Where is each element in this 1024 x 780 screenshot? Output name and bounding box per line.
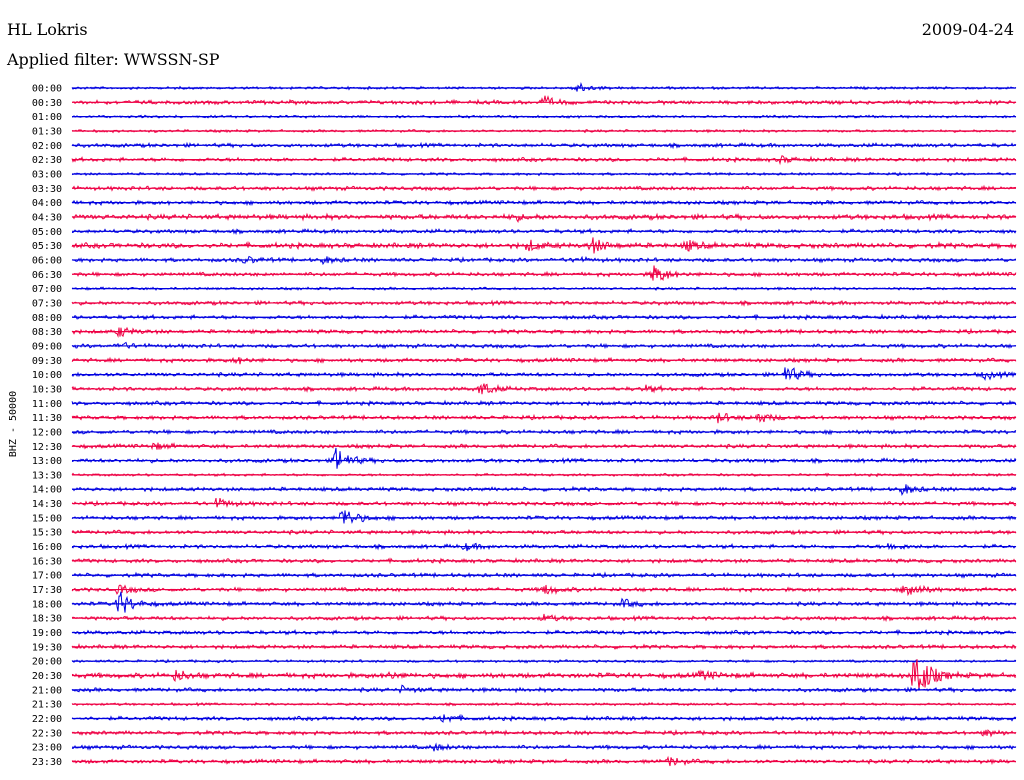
trace-line (71, 591, 1017, 613)
time-label: 09:30 (32, 356, 62, 367)
time-label: 03:00 (32, 169, 62, 180)
time-label: 04:30 (32, 212, 62, 223)
time-label: 02:30 (32, 155, 62, 166)
filter-label: Applied filter: WWSSN-SP (7, 50, 220, 69)
trace-line (71, 684, 1017, 694)
time-label: 22:30 (32, 728, 62, 739)
time-label: 20:00 (32, 657, 62, 668)
traces (71, 81, 1017, 767)
time-label: 15:00 (32, 513, 62, 524)
trace-line (71, 212, 1017, 224)
trace-line (71, 237, 1017, 254)
time-label: 03:30 (32, 184, 62, 195)
time-label: 02:00 (32, 141, 62, 152)
time-label: 17:00 (32, 571, 62, 582)
trace-line (71, 497, 1017, 508)
trace-line (71, 528, 1017, 536)
station-title: HL Lokris (7, 20, 88, 39)
trace-line (71, 265, 1017, 282)
time-labels: 00:00 00:30 01:00 01:30 02:00 02:30 03:00 03:30… (32, 84, 62, 769)
time-label: 21:30 (32, 700, 62, 711)
time-label: 06:30 (32, 270, 62, 281)
time-label: 07:30 (32, 298, 62, 309)
time-label: 15:30 (32, 528, 62, 539)
time-label: 18:00 (32, 599, 62, 610)
time-label: 16:30 (32, 556, 62, 567)
time-label: 13:30 (32, 470, 62, 481)
time-label: 19:00 (32, 628, 62, 639)
time-label: 17:30 (32, 585, 62, 596)
time-label: 18:30 (32, 614, 62, 625)
time-label: 16:00 (32, 542, 62, 553)
time-label: 01:00 (32, 112, 62, 123)
time-label: 05:00 (32, 227, 62, 238)
date-label: 2009-04-24 (921, 20, 1014, 39)
time-label: 21:00 (32, 685, 62, 696)
time-label: 13:00 (32, 456, 62, 467)
time-label: 14:30 (32, 499, 62, 510)
trace-line (71, 95, 1017, 107)
time-label: 00:30 (32, 98, 62, 109)
time-label: 10:30 (32, 384, 62, 395)
time-label: 09:00 (32, 341, 62, 352)
trace-line (71, 613, 1017, 623)
time-label: 20:30 (32, 671, 62, 682)
trace-line (71, 367, 1017, 382)
time-label: 00:00 (32, 84, 62, 95)
time-label: 06:00 (32, 255, 62, 266)
trace-line (71, 510, 1017, 524)
trace-line (71, 341, 1017, 350)
y-axis-label: BHZ - 50000 (8, 391, 19, 457)
time-label: 14:00 (32, 485, 62, 496)
time-label: 23:30 (32, 757, 62, 768)
time-label: 08:30 (32, 327, 62, 338)
time-label: 11:00 (32, 399, 62, 410)
time-label: 19:30 (32, 642, 62, 653)
time-label: 22:00 (32, 714, 62, 725)
time-label: 12:30 (32, 442, 62, 453)
time-label: 01:30 (32, 126, 62, 137)
time-label: 10:00 (32, 370, 62, 381)
trace-line (71, 659, 1017, 690)
time-label: 11:30 (32, 413, 62, 424)
time-label: 04:00 (32, 198, 62, 209)
time-label: 08:00 (32, 313, 62, 324)
trace-line (71, 447, 1017, 469)
time-label: 12:00 (32, 427, 62, 438)
time-label: 07:00 (32, 284, 62, 295)
time-label: 23:00 (32, 743, 62, 754)
time-label: 05:30 (32, 241, 62, 252)
